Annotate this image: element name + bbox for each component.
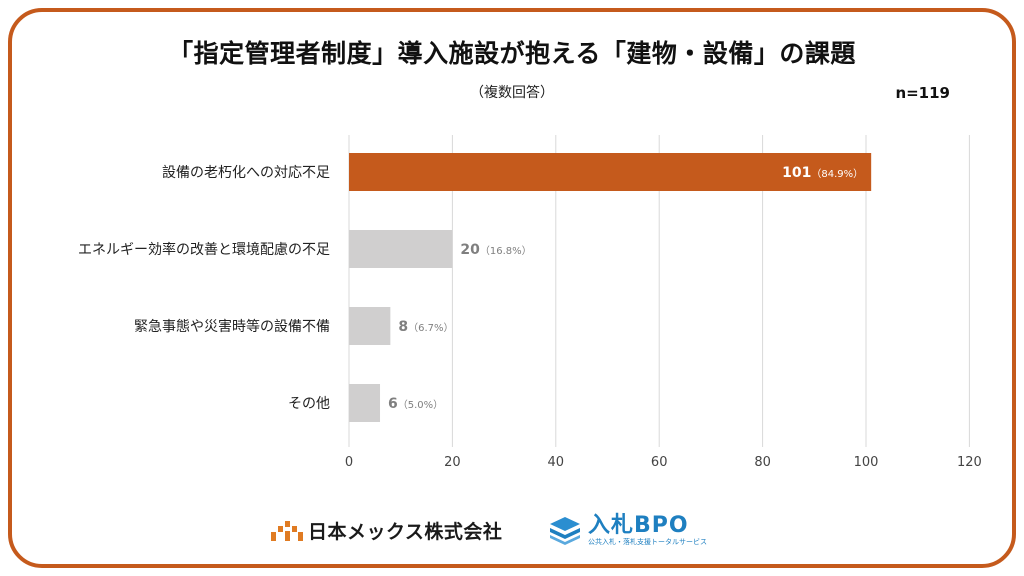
- category-label: その他: [288, 396, 330, 412]
- service-logo: 入札BPO 公共入札・落札支援トータルサービス: [548, 510, 707, 550]
- data-label: 6（5.0%）: [388, 396, 443, 412]
- data-label: 20（16.8%）: [460, 242, 531, 258]
- category-label: 設備の老朽化への対応不足: [162, 165, 330, 181]
- bar: [349, 230, 453, 268]
- sample-size-label: n=119: [895, 84, 950, 102]
- company-logo: 日本メックス株式会社: [270, 510, 502, 550]
- service-logo-text: 入札BPO: [588, 512, 689, 538]
- x-tick-label: 40: [548, 455, 565, 470]
- x-tick-label: 80: [754, 455, 771, 470]
- company-logo-mark-icon: [271, 521, 303, 541]
- bar: [349, 384, 381, 422]
- x-tick-label: 100: [854, 455, 879, 470]
- bar: [349, 153, 872, 191]
- x-tick-label: 120: [957, 455, 982, 470]
- service-logo-tagline: 公共入札・落札支援トータルサービス: [588, 537, 707, 546]
- x-tick-label: 0: [345, 455, 353, 470]
- x-tick-label: 20: [444, 455, 461, 470]
- data-label: 8（6.7%）: [398, 319, 453, 335]
- chart-subtitle: （複数回答）: [470, 85, 554, 101]
- bar-chart: 0 20 40 60 80 100 120 設備の老朽化への対応不足 101（84.9%） エネル…: [78, 135, 982, 470]
- category-label: 緊急事態や災害時等の設備不備: [134, 318, 330, 335]
- stacked-layers-icon: [550, 517, 580, 545]
- bar: [349, 307, 391, 345]
- chart-title: 「指定管理者制度」導入施設が抱える「建物・設備」の課題: [168, 39, 856, 68]
- company-logo-text: 日本メックス株式会社: [308, 520, 503, 543]
- card-frame: [8, 8, 1016, 568]
- category-label: エネルギー効率の改善と環境配慮の不足: [78, 241, 330, 258]
- x-tick-label: 60: [651, 455, 668, 470]
- data-label: 101（84.9%）: [782, 165, 863, 181]
